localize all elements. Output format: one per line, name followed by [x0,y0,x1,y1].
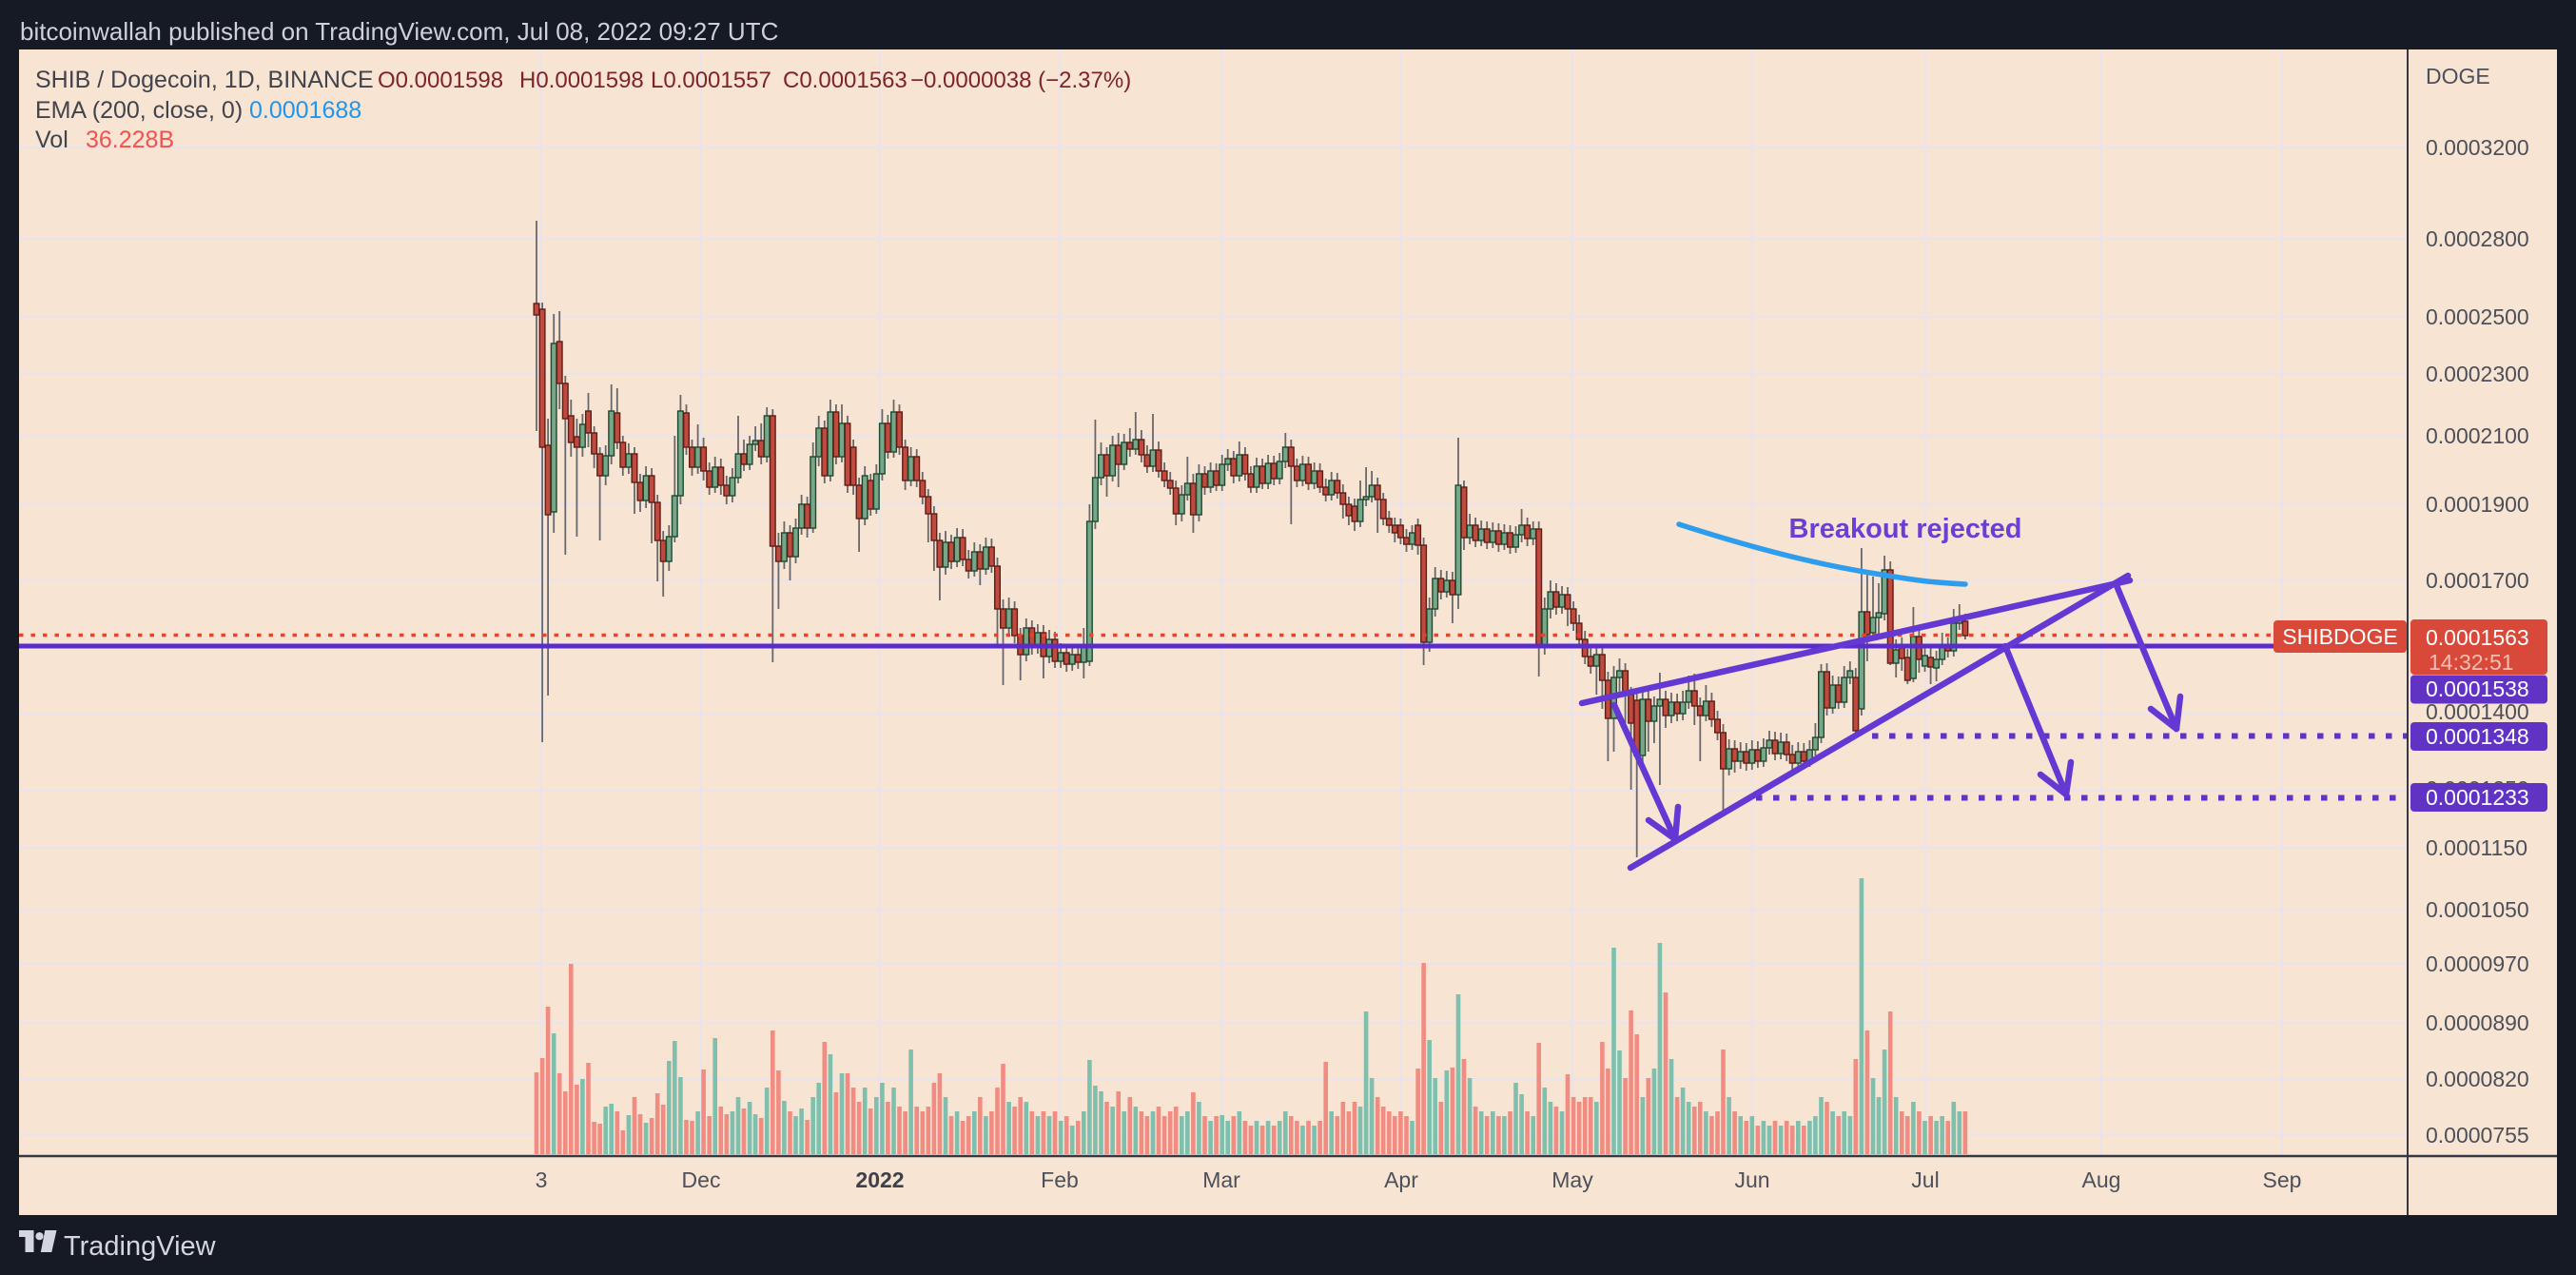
svg-text:0.0000970: 0.0000970 [2426,951,2529,976]
svg-text:0.0000890: 0.0000890 [2426,1010,2529,1035]
svg-text:0.0002800: 0.0002800 [2426,226,2529,251]
svg-text:SHIB / Dogecoin, 1D, BINANCE: SHIB / Dogecoin, 1D, BINANCE [35,67,374,93]
svg-text:C0.0001563: C0.0001563 [783,68,907,93]
svg-text:−0.0000038 (−2.37%): −0.0000038 (−2.37%) [910,68,1131,93]
svg-text:H0.0001598: H0.0001598 [519,68,644,93]
svg-text:EMA (200, close, 0): EMA (200, close, 0) [35,97,243,124]
svg-text:0.0002100: 0.0002100 [2426,423,2529,448]
svg-text:0.0001688: 0.0001688 [249,97,361,124]
svg-text:0.0001700: 0.0001700 [2426,568,2529,593]
svg-text:Vol: Vol [35,127,68,153]
svg-text:Breakout rejected: Breakout rejected [1789,514,2022,544]
svg-text:3: 3 [536,1167,548,1192]
svg-text:DOGE: DOGE [2426,64,2490,88]
svg-text:Jun: Jun [1734,1167,1769,1192]
svg-text:TradingView: TradingView [64,1231,217,1262]
svg-text:0.0001538: 0.0001538 [2426,677,2529,701]
svg-text:36.228B: 36.228B [86,127,174,153]
svg-text:Aug: Aug [2082,1167,2121,1192]
svg-text:May: May [1551,1167,1593,1192]
svg-text:O0.0001598: O0.0001598 [378,68,503,93]
svg-text:Jul: Jul [1911,1167,1939,1192]
svg-text:Apr: Apr [1384,1167,1418,1192]
svg-text:0.0003200: 0.0003200 [2426,135,2529,160]
svg-text:0.0002500: 0.0002500 [2426,304,2529,329]
svg-text:0.0001233: 0.0001233 [2426,785,2529,810]
svg-text:0.0001348: 0.0001348 [2426,724,2529,749]
svg-text:0.0001563: 0.0001563 [2426,625,2529,650]
svg-text:Dec: Dec [682,1167,721,1192]
svg-text:0.0001050: 0.0001050 [2426,897,2529,922]
svg-text:Sep: Sep [2263,1167,2302,1192]
svg-text:0.0001150: 0.0001150 [2426,835,2527,860]
svg-text:SHIBDOGE: SHIBDOGE [2282,624,2397,649]
svg-text:0.0000820: 0.0000820 [2426,1067,2529,1091]
svg-text:0.0001900: 0.0001900 [2426,492,2529,517]
svg-text:0.0000755: 0.0000755 [2426,1123,2529,1148]
svg-text:Mar: Mar [1202,1167,1240,1192]
svg-text:0.0002300: 0.0002300 [2426,362,2529,386]
svg-text:Feb: Feb [1041,1167,1079,1192]
svg-text:2022: 2022 [855,1167,904,1192]
svg-text:14:32:51: 14:32:51 [2429,650,2514,675]
svg-text:L0.0001557: L0.0001557 [651,68,771,93]
